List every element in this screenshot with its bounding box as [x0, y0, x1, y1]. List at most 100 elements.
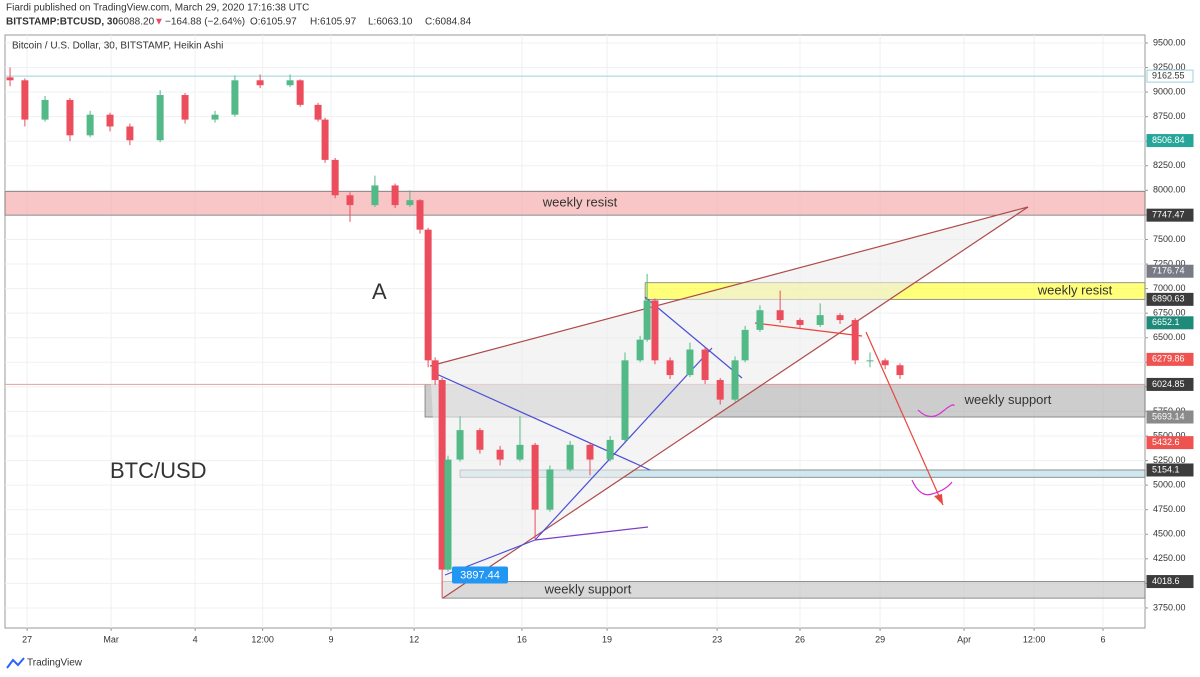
y-tick-label: 9500.00	[1153, 37, 1186, 47]
price-tag	[1146, 410, 1194, 424]
candle-body	[41, 99, 49, 120]
candle-body	[371, 185, 379, 206]
y-tick-label: 8000.00	[1153, 185, 1186, 195]
wedge-fill	[430, 207, 1028, 598]
price-tag	[1146, 208, 1194, 222]
candle-body	[431, 360, 439, 380]
candle-body	[331, 159, 339, 196]
x-tick-label: 12	[409, 634, 419, 644]
y-tick-label: 4250.00	[1153, 553, 1186, 563]
y-tick-label: 6750.00	[1153, 308, 1186, 318]
callout-box	[452, 566, 508, 584]
open: O:6105.97	[250, 17, 297, 28]
candle-body	[406, 200, 414, 206]
price-tag	[1146, 292, 1194, 306]
candle-body	[286, 80, 294, 86]
annotation: A	[372, 279, 387, 304]
price-tag-label: 6279.86	[1152, 354, 1185, 364]
price-tag-label: 8506.84	[1152, 135, 1185, 145]
price-tag	[1146, 69, 1194, 83]
price-tag-label: 7747.47	[1152, 210, 1185, 220]
candle-body	[231, 80, 239, 115]
candle-body	[716, 379, 724, 400]
candle-body	[346, 195, 354, 206]
price-tag	[1146, 134, 1194, 148]
candle-body	[651, 300, 659, 361]
curve-arrow	[917, 404, 955, 418]
x-tick-label: 9	[328, 634, 333, 644]
trend-line	[644, 296, 743, 379]
candle-body	[731, 360, 739, 400]
x-tick-label: Apr	[957, 634, 971, 644]
candle-body	[816, 315, 824, 325]
price-tag	[1146, 436, 1194, 450]
x-tick-label: 12:00	[251, 634, 274, 644]
callout-label: 3897.44	[460, 569, 500, 581]
arrow-path	[865, 331, 944, 506]
candle-body	[106, 114, 114, 127]
candle-body	[444, 459, 452, 570]
y-tick-label: 3750.00	[1153, 602, 1186, 612]
logo: TradingView	[6, 657, 83, 669]
candle-body	[314, 104, 322, 120]
price-tag	[1146, 377, 1194, 391]
candle-body	[836, 315, 844, 321]
zone-label: weekly support	[544, 581, 632, 596]
candle-body	[156, 95, 164, 141]
candle-body	[256, 80, 264, 86]
logo-mark	[6, 657, 25, 669]
y-tick-label: 8750.00	[1153, 111, 1186, 121]
close: C:6084.84	[425, 17, 472, 28]
candle-body	[866, 360, 874, 362]
price-tag-label: 5154.1	[1152, 464, 1180, 474]
x-tick-label: 29	[875, 634, 885, 644]
price-tag	[1146, 575, 1194, 589]
x-tick-label: 26	[795, 634, 805, 644]
last: 6088.20	[118, 17, 155, 28]
trend-line	[431, 371, 651, 471]
drawings	[429, 206, 1029, 599]
y-tick-label: 5000.00	[1153, 480, 1186, 490]
price-tag	[1146, 264, 1194, 278]
candle-body	[776, 310, 784, 321]
candle-body	[851, 320, 859, 361]
candle-body	[391, 185, 399, 206]
candle-body	[476, 430, 484, 450]
candle-body	[211, 114, 219, 120]
candle-body	[896, 365, 904, 376]
price-tag-label: 6652.1	[1152, 317, 1180, 327]
trend-line	[429, 206, 1029, 367]
candle-body	[296, 80, 304, 105]
candle-body	[181, 95, 189, 120]
arrow: ▼	[154, 17, 164, 28]
chart-title: Bitcoin / U.S. Dollar, 30, BITSTAMP, Hei…	[12, 41, 223, 52]
candle-body	[643, 300, 651, 340]
x-tick-label: 19	[602, 634, 612, 644]
candle-body	[546, 469, 554, 510]
price-tag-label: 9162.55	[1152, 70, 1185, 80]
candle-body	[756, 310, 764, 330]
candle-body	[416, 200, 424, 230]
low: L:6063.10	[368, 17, 413, 28]
y-tick-label: 5250.00	[1153, 455, 1186, 465]
candle-body	[636, 339, 644, 361]
annotation: BTC/USD	[110, 458, 207, 483]
candle-body	[881, 360, 889, 366]
y-tick-label: 9250.00	[1153, 62, 1186, 72]
candle-body	[438, 379, 446, 570]
y-tick-label: 6500.00	[1153, 332, 1186, 342]
plot-frame	[4, 34, 1146, 629]
candle-body	[606, 439, 614, 460]
candle-body	[496, 449, 504, 460]
candle-body	[586, 444, 594, 460]
zone	[4, 190, 1146, 216]
candle-body	[126, 126, 134, 141]
x-tick-label: 23	[712, 634, 722, 644]
price-tag-label: 6024.85	[1152, 379, 1185, 389]
axes: 3750.004000.004250.004500.004750.005000.…	[22, 37, 1194, 644]
y-tick-label: 4750.00	[1153, 504, 1186, 514]
candle-body	[701, 349, 709, 380]
x-tick-label: 12:00	[1023, 634, 1046, 644]
symbol: BITSTAMP:BTCUSD, 30	[6, 17, 118, 28]
x-tick-label: 6	[1100, 634, 1105, 644]
